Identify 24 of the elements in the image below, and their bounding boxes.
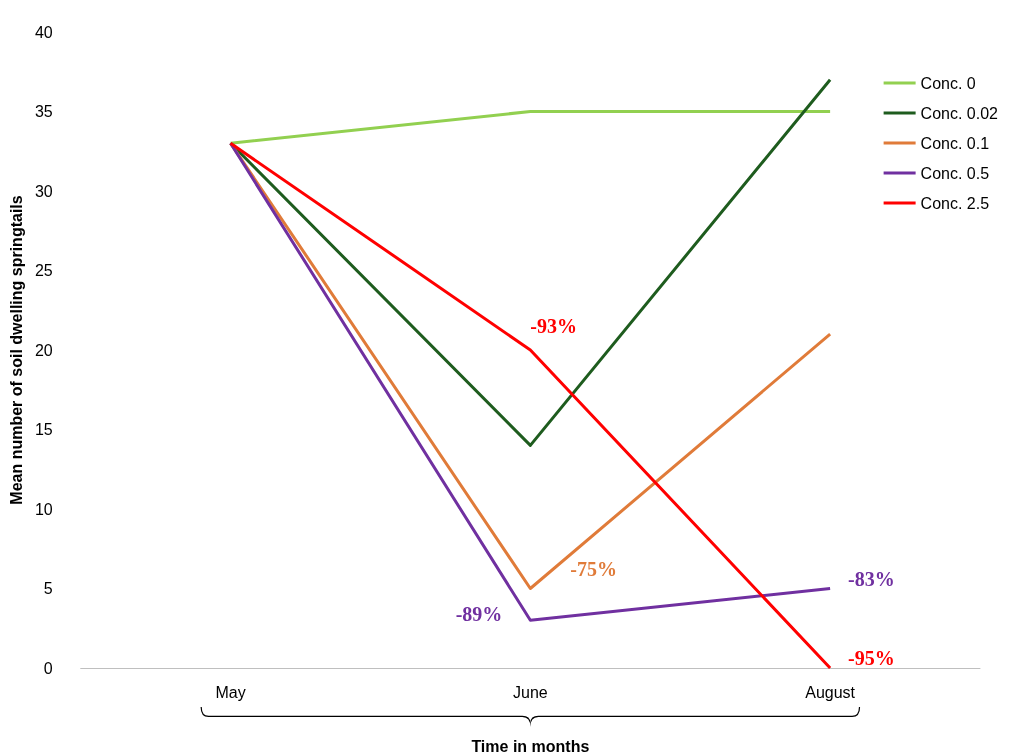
y-tick-label: 10: [34, 500, 53, 518]
legend-label: Conc. 0.1: [920, 134, 990, 152]
annotation: -89%: [455, 603, 503, 626]
y-tick-label: 0: [43, 659, 53, 677]
y-tick-label: 25: [34, 262, 53, 279]
annotation: -93%: [530, 315, 578, 337]
x-tick-label: August: [805, 683, 856, 701]
annotation: -95%: [848, 647, 895, 669]
y-tick-label: 40: [34, 23, 53, 41]
legend-label: Conc. 0.5: [920, 164, 990, 182]
x-tick-label: June: [513, 683, 548, 701]
legend-label: Conc. 0.02: [920, 104, 999, 122]
y-axis-title: Mean number of soil dwelling springtails: [7, 195, 25, 505]
y-tick-label: 15: [34, 421, 53, 438]
y-tick-label: 35: [34, 103, 53, 120]
y-tick-label: 20: [34, 341, 53, 359]
legend-label: Conc. 0: [920, 74, 976, 92]
annotation: -83%: [848, 567, 895, 590]
x-tick-label: May: [215, 683, 246, 701]
y-tick-label: 5: [43, 580, 53, 597]
y-tick-label: 30: [34, 182, 53, 200]
x-axis-title: Time in months: [471, 737, 590, 755]
annotation: -75%: [570, 557, 618, 580]
legend-label: Conc. 2.5: [920, 194, 990, 212]
